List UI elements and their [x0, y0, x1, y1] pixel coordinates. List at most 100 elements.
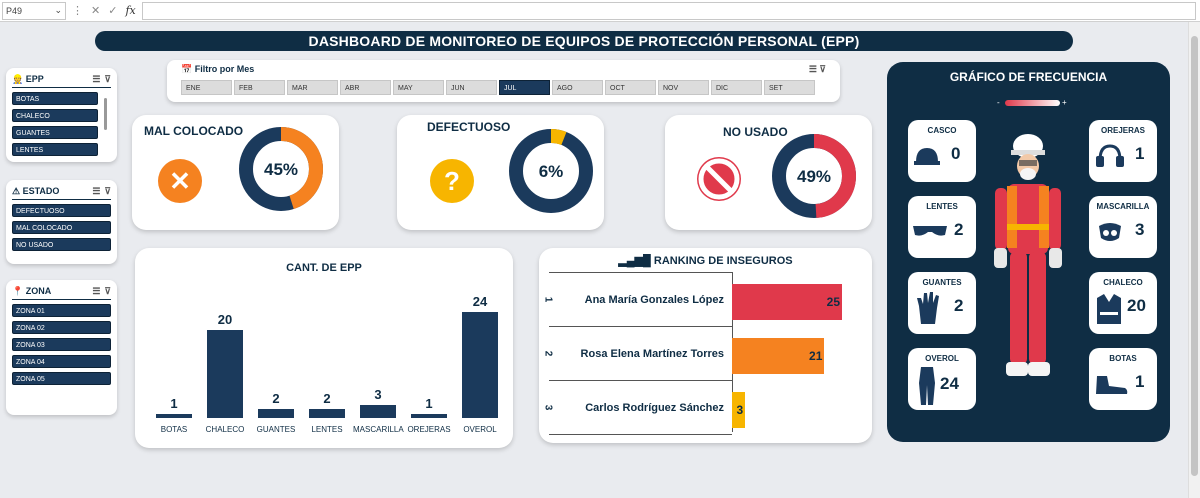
- multi-select-icon[interactable]: ☰: [92, 286, 101, 296]
- signal-bars-icon: ▂▄▆█: [618, 255, 651, 267]
- month-chip[interactable]: JUN: [446, 80, 497, 95]
- freq-item-name: CASCO: [927, 126, 957, 135]
- scrollbar-thumb[interactable]: [1191, 36, 1198, 476]
- slicer-title-text: EPP: [25, 74, 44, 84]
- bar: [207, 329, 243, 418]
- boot-icon: [1096, 376, 1128, 394]
- chart-title: RANKING DE INSEGUROS: [653, 255, 793, 267]
- slicer-header: ⚠ ESTADO ☰ ⊽: [12, 186, 111, 200]
- month-chip[interactable]: ABR: [340, 80, 391, 95]
- slicer-item[interactable]: CHALECO: [12, 109, 98, 122]
- zona-slicer: 📍 ZONA ☰ ⊽ ZONA 01 ZONA 02 ZONA 03 ZONA 0…: [6, 280, 117, 415]
- ranking-card: ▂▄▆█ RANKING DE INSEGUROS 1 Ana María Gon…: [539, 248, 872, 443]
- bar-value: 2: [272, 391, 280, 407]
- slicer-scrollbar[interactable]: [104, 98, 107, 130]
- fx-icon[interactable]: fx: [125, 4, 136, 17]
- freq-item-name: MASCARILLA: [1096, 202, 1150, 211]
- slicer-item[interactable]: ZONA 05: [12, 372, 111, 385]
- kpi-card-mal-colocado: MAL COLOCADO ✕ 45%: [132, 115, 339, 230]
- freq-item-lentes: LENTES 2: [908, 196, 976, 258]
- slicer-item[interactable]: MAL COLOCADO: [12, 221, 111, 234]
- slicer-title: 👷 EPP: [12, 74, 44, 85]
- headphones-icon: [1096, 144, 1124, 167]
- clear-filter-icon[interactable]: ⊽: [104, 186, 111, 196]
- legend-plus: +: [1062, 98, 1067, 107]
- question-icon: ?: [430, 159, 474, 203]
- bar-category-label: BOTAS: [160, 425, 188, 434]
- slicer-item[interactable]: ZONA 03: [12, 338, 111, 351]
- name-box[interactable]: P49 ⌄: [2, 1, 66, 20]
- bar-category-label: MASCARILLA: [353, 425, 404, 434]
- freq-item-value: 1: [1135, 372, 1145, 391]
- estado-slicer: ⚠ ESTADO ☰ ⊽ DEFECTUOSO MAL COLOCADO NO U…: [6, 180, 117, 264]
- clear-filter-icon[interactable]: ⊽: [104, 74, 111, 84]
- bar: [360, 404, 396, 418]
- slicer-item[interactable]: LENTES: [12, 143, 98, 156]
- freq-item-name: OVEROL: [925, 354, 959, 363]
- worker-figure-icon: [994, 134, 1062, 376]
- slicer-item[interactable]: DEFECTUOSO: [12, 204, 111, 217]
- x-icon: ✕: [158, 159, 202, 203]
- freq-item-name: CHALECO: [1103, 278, 1143, 287]
- slicer-item[interactable]: BOTAS: [12, 92, 98, 105]
- slicer-item[interactable]: ZONA 01: [12, 304, 111, 317]
- chevron-down-icon: ⌄: [54, 5, 62, 15]
- month-chip[interactable]: ENE: [181, 80, 232, 95]
- mask-icon: [1099, 223, 1121, 241]
- clear-filter-icon[interactable]: ⊽: [819, 64, 826, 74]
- formula-bar: P49 ⌄ ⋮ ✕ ✓ fx: [0, 0, 1200, 22]
- freq-item-name: LENTES: [926, 202, 958, 211]
- check-icon[interactable]: ✓: [108, 5, 118, 17]
- slicer-item[interactable]: NO USADO: [12, 238, 111, 251]
- bar: [258, 409, 294, 418]
- epp-slicer: 👷 EPP ☰ ⊽ BOTAS CHALECO GUANTES LENTES: [6, 68, 117, 162]
- kpi-title: DEFECTUOSO: [427, 120, 511, 134]
- bar-category-label: GUANTES: [256, 425, 296, 434]
- month-chip[interactable]: SET: [764, 80, 815, 95]
- freq-item-value: 2: [954, 220, 964, 239]
- formula-input[interactable]: [141, 1, 1196, 20]
- slicer-title-text: ZONA: [25, 286, 52, 296]
- rank-number: 2: [542, 350, 554, 357]
- slicer-header: 📍 ZONA ☰ ⊽: [12, 286, 111, 300]
- more-icon: ⋮: [72, 5, 83, 17]
- month-chip[interactable]: OCT: [605, 80, 656, 95]
- freq-item-guantes: GUANTES 2: [908, 272, 976, 334]
- ranking-row-divider: [549, 326, 732, 327]
- month-chip[interactable]: DIC: [711, 80, 762, 95]
- bar-value: 1: [425, 395, 433, 411]
- ranking-row-divider: [549, 272, 732, 273]
- month-chip[interactable]: AGO: [552, 80, 603, 95]
- bar-value: 24: [472, 294, 488, 309]
- month-chip[interactable]: MAR: [287, 80, 338, 95]
- ranking-value: 3: [736, 403, 744, 417]
- donut-chart-defectuoso: 6%: [509, 129, 593, 213]
- donut-segment: [509, 129, 593, 213]
- calendar-icon: 📅: [181, 64, 193, 74]
- person-name: Ana María Gonzales López: [584, 294, 724, 306]
- month-chip[interactable]: JUL: [499, 80, 550, 95]
- cancel-icon[interactable]: ✕: [91, 5, 101, 17]
- freq-item-overol: OVEROL 24: [908, 348, 976, 410]
- multi-select-icon[interactable]: ☰: [92, 186, 101, 196]
- bar: [309, 409, 345, 418]
- month-filter-title: Filtro por Mes: [194, 64, 255, 74]
- month-chip[interactable]: FEB: [234, 80, 285, 95]
- multi-select-icon[interactable]: ☰: [92, 74, 101, 84]
- ranking-bar: [732, 392, 746, 428]
- slicer-item[interactable]: ZONA 02: [12, 321, 111, 334]
- freq-item-value: 2: [954, 296, 964, 315]
- clear-filter-icon[interactable]: ⊽: [104, 286, 111, 296]
- freq-item-name: OREJERAS: [1100, 126, 1145, 135]
- month-chip[interactable]: NOV: [658, 80, 709, 95]
- bar: [156, 413, 192, 418]
- month-chip[interactable]: MAY: [393, 80, 444, 95]
- slicer-item[interactable]: ZONA 04: [12, 355, 111, 368]
- slicer-item[interactable]: GUANTES: [12, 126, 98, 139]
- frequency-title: GRÁFICO DE FRECUENCIA: [949, 70, 1108, 84]
- rank-number: 1: [542, 296, 554, 303]
- freq-item-name: BOTAS: [1109, 354, 1137, 363]
- vertical-scrollbar[interactable]: [1188, 22, 1200, 498]
- slicer-header: 👷 EPP ☰ ⊽: [12, 74, 111, 88]
- multi-select-icon[interactable]: ☰: [808, 64, 817, 74]
